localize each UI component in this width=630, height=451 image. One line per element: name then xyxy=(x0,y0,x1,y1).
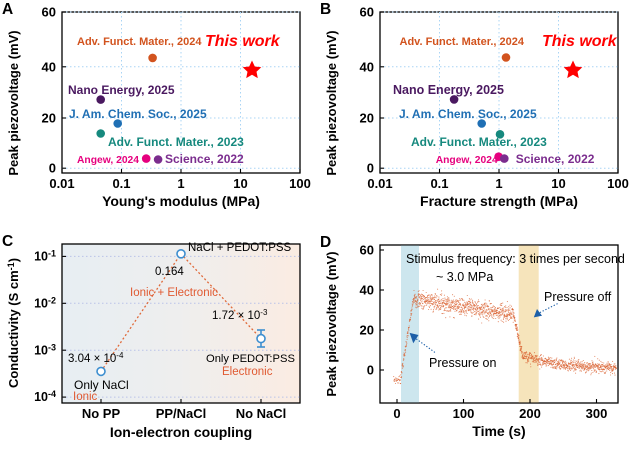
svg-text:No NaCl: No NaCl xyxy=(236,406,287,421)
svg-text:Ionic + Electronic: Ionic + Electronic xyxy=(130,287,218,299)
svg-text:Time (s): Time (s) xyxy=(472,423,525,439)
svg-text:PP/NaCl: PP/NaCl xyxy=(156,406,207,421)
svg-text:A: A xyxy=(2,1,13,18)
svg-text:Fracture strength (MPa): Fracture strength (MPa) xyxy=(420,193,578,209)
svg-text:J. Am. Chem. Soc., 2025: J. Am. Chem. Soc., 2025 xyxy=(399,107,537,121)
svg-text:Science, 2022: Science, 2022 xyxy=(516,152,595,166)
svg-text:0: 0 xyxy=(393,406,400,421)
svg-text:Peak piezovoltage (mV): Peak piezovoltage (mV) xyxy=(324,30,339,175)
svg-text:20: 20 xyxy=(360,323,374,338)
svg-text:Adv. Funct. Mater., 2023: Adv. Funct. Mater., 2023 xyxy=(108,135,244,149)
svg-text:0.01: 0.01 xyxy=(367,176,392,191)
svg-text:Electronic: Electronic xyxy=(222,366,273,378)
svg-text:Adv. Funct. Mater., 2024: Adv. Funct. Mater., 2024 xyxy=(400,36,525,48)
svg-text:Nano Energy, 2025: Nano Energy, 2025 xyxy=(68,83,175,97)
svg-text:0.1: 0.1 xyxy=(430,176,448,191)
svg-text:Science, 2022: Science, 2022 xyxy=(165,152,244,166)
svg-text:Stimulus frequency: 3 times pe: Stimulus frequency: 3 times per second xyxy=(406,252,625,266)
svg-text:40: 40 xyxy=(42,59,56,74)
svg-text:Ionic: Ionic xyxy=(73,391,98,403)
svg-text:1: 1 xyxy=(495,176,502,191)
svg-text:Angew, 2024: Angew, 2024 xyxy=(436,155,498,166)
svg-text:10: 10 xyxy=(551,176,565,191)
svg-text:Only NaCl: Only NaCl xyxy=(74,378,129,392)
svg-text:100: 100 xyxy=(607,176,629,191)
svg-text:Angew, 2024: Angew, 2024 xyxy=(77,155,139,166)
svg-text:0.01: 0.01 xyxy=(49,176,74,191)
svg-text:~ 3.0 MPa: ~ 3.0 MPa xyxy=(436,270,493,284)
svg-text:3.04 × 10-4: 3.04 × 10-4 xyxy=(68,351,124,365)
svg-text:20: 20 xyxy=(360,111,374,126)
svg-text:0: 0 xyxy=(49,161,56,176)
svg-text:300: 300 xyxy=(586,406,608,421)
svg-text:0: 0 xyxy=(367,161,374,176)
svg-text:1: 1 xyxy=(177,176,184,191)
svg-text:Pressure off: Pressure off xyxy=(544,290,612,304)
svg-text:60: 60 xyxy=(360,5,374,20)
svg-text:Nano Energy, 2025: Nano Energy, 2025 xyxy=(393,83,504,97)
svg-text:Ion-electron coupling: Ion-electron coupling xyxy=(110,424,252,440)
svg-text:NaCl + PEDOT:PSS: NaCl + PEDOT:PSS xyxy=(188,242,292,254)
svg-text:40: 40 xyxy=(360,283,374,298)
svg-text:B: B xyxy=(320,1,331,18)
svg-text:100: 100 xyxy=(453,406,475,421)
svg-text:Adv. Funct. Mater., 2024: Adv. Funct. Mater., 2024 xyxy=(77,36,202,48)
svg-text:Adv. Funct. Mater., 2023: Adv. Funct. Mater., 2023 xyxy=(411,135,547,149)
svg-text:10: 10 xyxy=(233,176,247,191)
svg-text:This work: This work xyxy=(205,33,281,50)
svg-text:200: 200 xyxy=(519,406,541,421)
svg-text:100: 100 xyxy=(289,176,311,191)
svg-text:Only PEDOT:PSS: Only PEDOT:PSS xyxy=(206,353,295,365)
svg-text:0.1: 0.1 xyxy=(112,176,130,191)
svg-text:This work: This work xyxy=(542,33,618,50)
svg-text:No PP: No PP xyxy=(82,406,121,421)
svg-text:20: 20 xyxy=(42,111,56,126)
svg-text:Peak piezovoltage (mV): Peak piezovoltage (mV) xyxy=(6,30,21,175)
svg-text:J. Am. Chem. Soc., 2025: J. Am. Chem. Soc., 2025 xyxy=(69,107,207,121)
svg-text:60: 60 xyxy=(360,243,374,258)
svg-text:60: 60 xyxy=(42,5,56,20)
svg-text:C: C xyxy=(2,233,13,250)
svg-text:Conductivity (S cm-1): Conductivity (S cm-1) xyxy=(6,258,21,388)
svg-text:Pressure on: Pressure on xyxy=(429,356,496,370)
svg-text:Peak piezovoltage (mV): Peak piezovoltage (mV) xyxy=(324,251,339,396)
svg-text:1.72 × 10-3: 1.72 × 10-3 xyxy=(212,308,268,322)
svg-text:D: D xyxy=(320,234,331,251)
svg-text:0: 0 xyxy=(367,363,374,378)
svg-text:Young's modulus (MPa): Young's modulus (MPa) xyxy=(102,193,260,209)
svg-text:0.164: 0.164 xyxy=(155,266,184,278)
svg-text:40: 40 xyxy=(360,59,374,74)
